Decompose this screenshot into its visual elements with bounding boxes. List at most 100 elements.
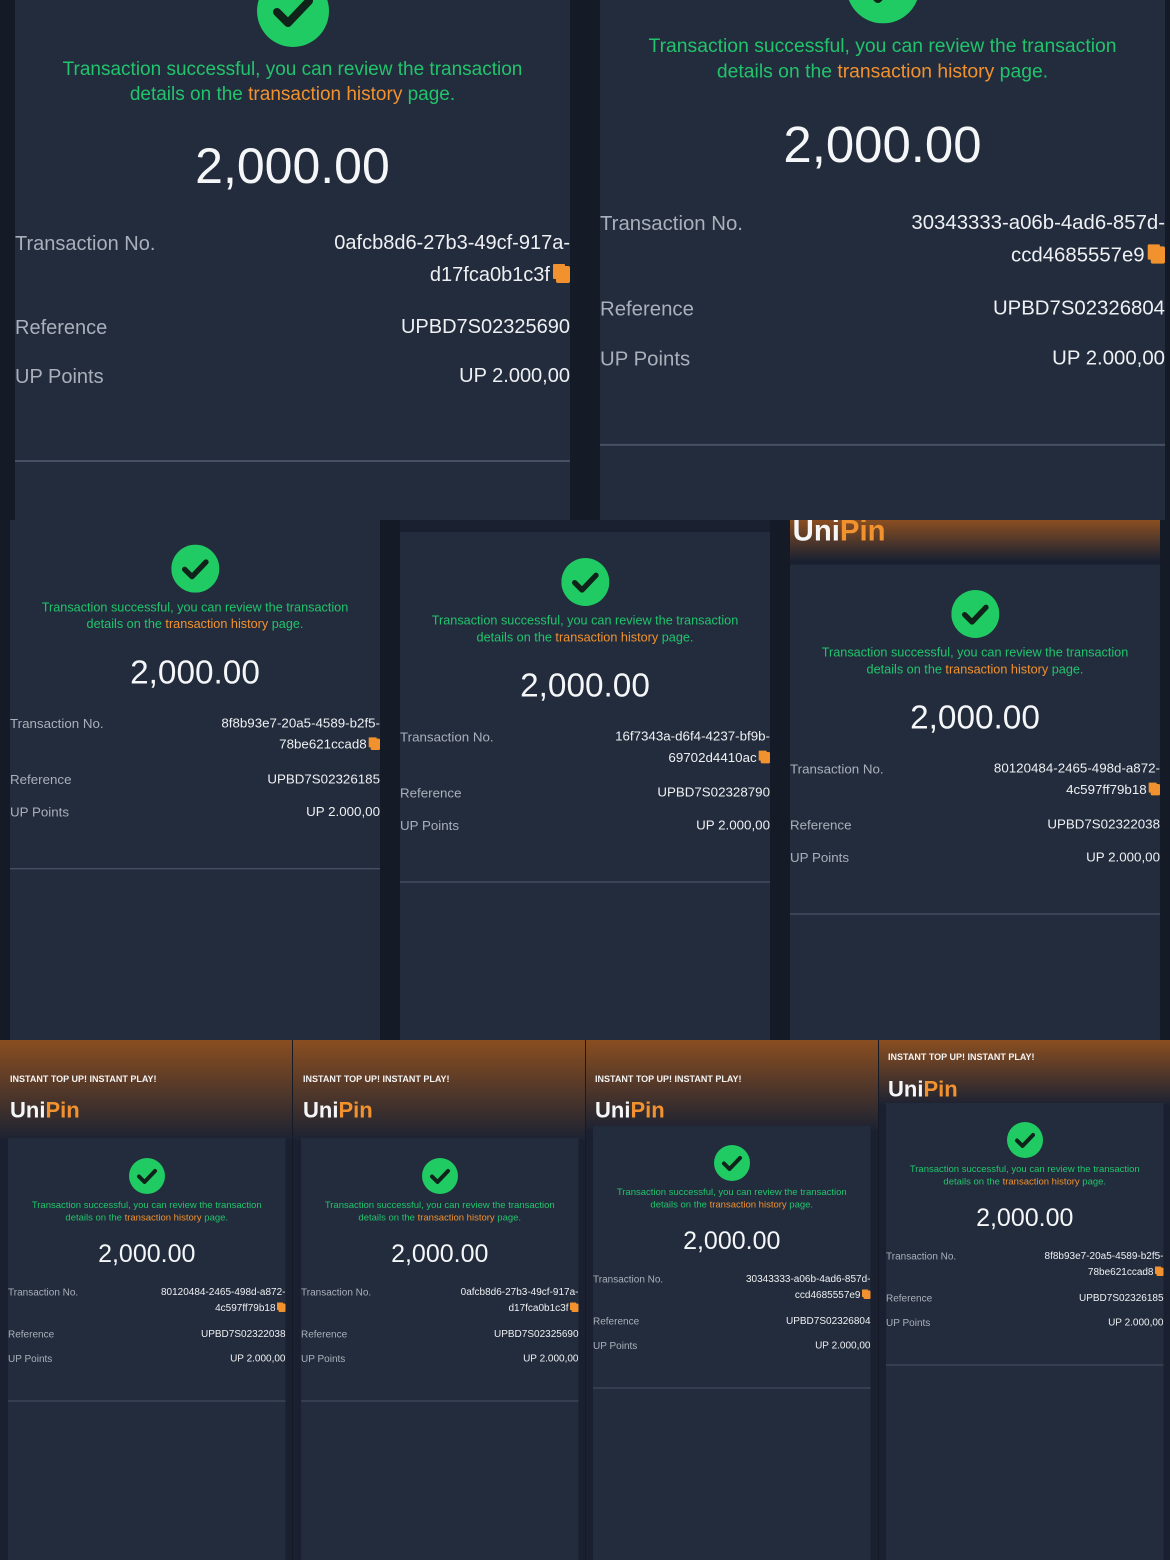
brand-pin: Pin	[338, 1098, 373, 1123]
row-label: Reference	[790, 818, 852, 833]
success-icon	[421, 1158, 458, 1194]
reference: UPBD7S02328790	[657, 785, 770, 800]
screenshot-panel: Transaction successful, you can review t…	[600, 0, 1165, 520]
transaction-number: 0afcb8d6-27b3-49cf-917a-d17fca0b1c3f	[334, 227, 570, 291]
brand-uni: Uni	[595, 1098, 631, 1123]
history-link: transaction history	[248, 84, 403, 105]
card	[10, 520, 380, 1040]
amount: 2,000.00	[98, 1239, 196, 1268]
points: UP 2.000,00	[459, 365, 570, 387]
card	[301, 1138, 579, 1560]
message-text: page.	[402, 84, 456, 105]
transaction-number: 30343333-a06b-4ad6-857d-ccd4685557e9	[746, 1271, 871, 1303]
history-link: transaction history	[417, 1212, 495, 1224]
copy-icon	[370, 738, 380, 750]
transaction-text: d17fca0b1c3f	[429, 264, 550, 286]
row-label: Transaction No.	[886, 1251, 957, 1262]
amount: 2,000.00	[391, 1239, 489, 1268]
panel-content: INSTANT TOP UP! INSTANT PLAY! UniPin Trans…	[301, 1040, 579, 1560]
screenshot-panel: UniPin Transaction successful, you can re…	[790, 520, 1160, 1040]
success-icon	[561, 558, 609, 606]
brand-pin: Pin	[45, 1098, 80, 1123]
success-message: Transaction successful, you can review t…	[600, 34, 1165, 85]
row-label: UP Points	[593, 1340, 638, 1352]
transaction-line: 16f7343a-d6f4-4237-bf9b-	[615, 729, 770, 744]
brand-pin: Pin	[839, 520, 886, 548]
transaction-line: 4c597ff79b18	[161, 1300, 286, 1316]
points: UP 2.000,00	[815, 1340, 871, 1351]
message-text: details on the	[716, 61, 838, 83]
history-link: transaction history	[124, 1212, 202, 1224]
screenshot-panel: INSTANT TOP UP! INSTANT PLAY! UniPin Trans…	[879, 1040, 1170, 1560]
points: UP 2.000,00	[696, 818, 770, 833]
divider	[600, 443, 1165, 446]
reference: UPBD7S02326804	[785, 1315, 871, 1327]
success-message: Transaction successful, you can review t…	[15, 57, 570, 107]
header-gradient	[790, 520, 1160, 560]
row-label: Reference	[10, 772, 72, 788]
brand-pin: Pin	[630, 1098, 665, 1123]
transaction-number: 80120484-2465-498d-a872- 4c597ff79b18	[161, 1284, 286, 1316]
success-icon	[1006, 1122, 1043, 1158]
success-message: Transaction successful, you can review t…	[400, 613, 770, 646]
message-text: Transaction successful, you can review t…	[648, 35, 1117, 58]
card	[400, 532, 770, 1040]
transaction-line: 69702d4410ac	[615, 747, 770, 768]
transaction-line: 80120484-2465-498d-a872-	[160, 1286, 286, 1298]
success-icon	[171, 544, 219, 593]
transaction-line: ccd4685557e9	[911, 239, 1165, 272]
transaction-line: 78be621ccad8	[221, 734, 380, 755]
row-label: Transaction No.	[400, 730, 494, 745]
success-icon	[713, 1145, 750, 1181]
transaction-text: 4c597ff79b18	[215, 1302, 276, 1314]
success-icon	[951, 590, 999, 638]
amount: 2,000.00	[976, 1203, 1074, 1232]
amount: 2,000.00	[783, 116, 982, 174]
message-text: Transaction successful, you can review t…	[31, 1200, 262, 1211]
row-label: Transaction No.	[15, 233, 156, 255]
divider	[10, 868, 380, 870]
header-gradient	[0, 1040, 292, 1140]
transaction-number: 80120484-2465-498d-a872- 4c597ff79b18	[994, 758, 1160, 801]
success-message: Transaction successful, you can review t…	[593, 1186, 871, 1211]
row-label: Reference	[400, 786, 462, 801]
screenshot-panel: INSTANT TOP UP! INSTANT PLAY! UniPin Trans…	[293, 1040, 585, 1560]
header-gradient	[586, 1040, 878, 1130]
copy-icon	[863, 1290, 871, 1299]
message-text: page.	[201, 1212, 229, 1224]
row-label: UP Points	[400, 818, 460, 834]
header-tagline: INSTANT TOP UP! INSTANT PLAY!	[595, 1074, 742, 1084]
transaction-text: 4c597ff79b18	[1066, 782, 1147, 798]
row-label: UP Points	[600, 348, 691, 371]
row-label: Reference	[301, 1329, 348, 1340]
row-label: Transaction No.	[8, 1287, 79, 1298]
row-label: Transaction No.	[593, 1274, 664, 1285]
transaction-number: 0afcb8d6-27b3-49cf-917a-d17fca0b1c3f	[461, 1284, 579, 1316]
transaction-text: 69702d4410ac	[668, 750, 757, 766]
reference: UPBD7S02322038	[200, 1328, 286, 1340]
divider	[886, 1364, 1164, 1366]
row-label: Transaction No.	[600, 212, 743, 236]
transaction-line: ccd4685557e9	[746, 1287, 871, 1303]
points: UP 2.000,00	[306, 804, 380, 820]
transaction-text: 78be621ccad8	[279, 737, 367, 752]
message-text: page.	[268, 617, 304, 632]
message-text: details on the	[476, 630, 556, 645]
panel-content: Transaction successful, you can review t…	[600, 0, 1165, 520]
message-text: Transaction successful, you can review t…	[41, 600, 349, 615]
row-label: UP Points	[790, 850, 850, 866]
message-text: details on the	[866, 662, 946, 677]
transaction-line: 8f8b93e7-20a5-4589-b2f5-	[221, 716, 380, 731]
brand-uni: Uni	[303, 1098, 339, 1123]
amount: 2,000.00	[910, 698, 1040, 736]
header-tagline: INSTANT TOP UP! INSTANT PLAY!	[10, 1074, 157, 1084]
history-link: transaction history	[1002, 1176, 1080, 1188]
copy-icon	[1150, 246, 1165, 264]
history-link: transaction history	[945, 662, 1049, 677]
row-label: Reference	[15, 317, 108, 339]
message-text: Transaction successful, you can review t…	[62, 59, 523, 80]
divider	[8, 1400, 286, 1402]
transaction-line: 0afcb8d6-27b3-49cf-917a-	[460, 1286, 579, 1298]
header-tagline: INSTANT TOP UP! INSTANT PLAY!	[303, 1074, 450, 1084]
history-link: transaction history	[837, 61, 995, 83]
